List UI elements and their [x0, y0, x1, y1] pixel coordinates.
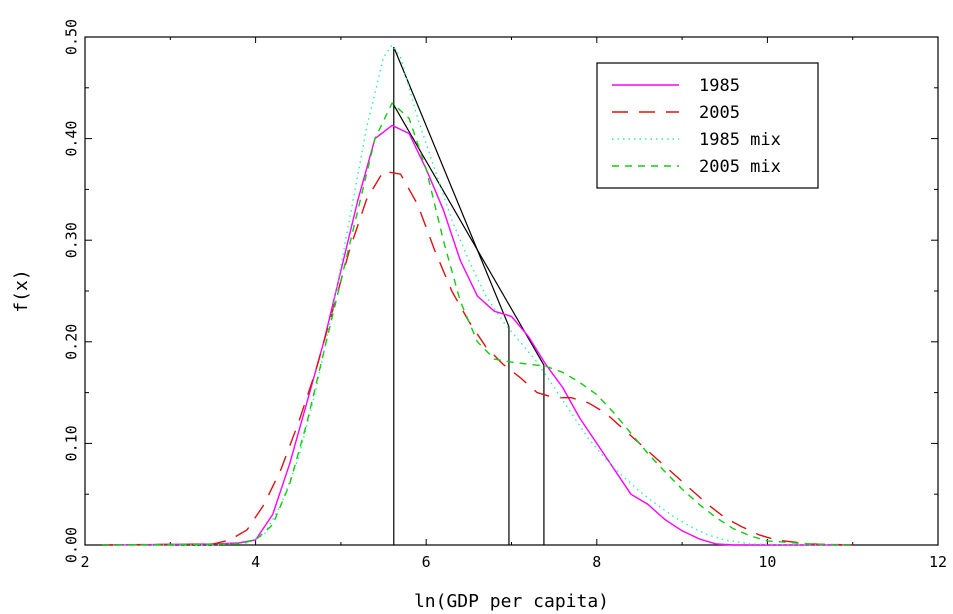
x-tick-label: 10	[758, 553, 776, 571]
legend: 1985 2005 1985 mix 2005 mix	[596, 62, 819, 189]
y-tick-label: 0.10	[63, 425, 81, 461]
x-tick-label: 4	[251, 553, 260, 571]
ticks-layer: 2 4 6 8 10 12 0.00 0.10 0.20 0.30 0.40 0.50	[63, 19, 948, 571]
x-axis-label: ln(GDP per capita)	[414, 591, 609, 612]
legend-label-1985-mix: 1985 mix	[699, 130, 781, 150]
legend-label-2005-mix: 2005 mix	[699, 157, 781, 177]
y-tick-label: 0.20	[63, 324, 81, 360]
x-tick-label: 12	[929, 553, 947, 571]
series-line-1985-mix	[102, 44, 853, 546]
x-tick-label: 2	[80, 553, 89, 571]
series-layer	[102, 44, 853, 546]
connector-line	[393, 46, 510, 327]
series-line-2005-mix	[102, 102, 853, 546]
y-tick-label: 0.00	[63, 527, 81, 563]
annotation-layer	[393, 46, 545, 545]
y-axis-label: f(x)	[11, 269, 32, 312]
connector-line	[393, 104, 545, 366]
y-tick-label: 0.40	[63, 121, 81, 157]
legend-box	[596, 62, 819, 189]
series-line-1985	[102, 124, 853, 546]
series-line-2005	[102, 170, 853, 546]
legend-label-2005: 2005	[699, 103, 740, 123]
legend-label-1985: 1985	[699, 76, 740, 96]
x-tick-label: 6	[422, 553, 431, 571]
y-tick-label: 0.50	[63, 19, 81, 55]
x-tick-label: 8	[592, 553, 601, 571]
y-tick-label: 0.30	[63, 222, 81, 258]
